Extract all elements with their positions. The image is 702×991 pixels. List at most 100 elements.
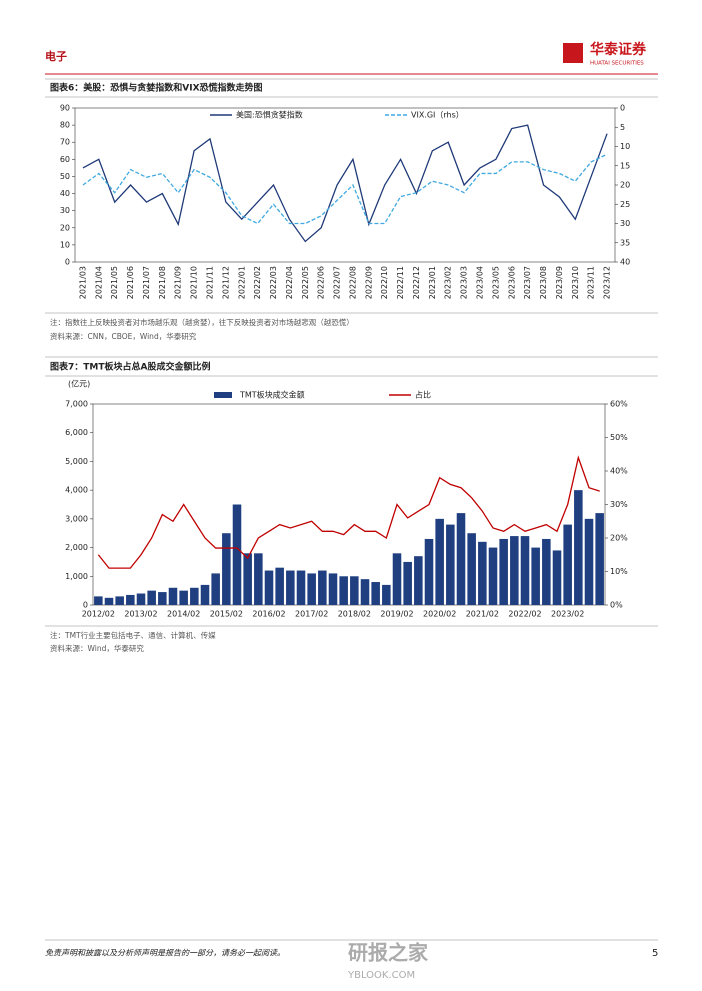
bar: [136, 593, 146, 605]
bar: [403, 561, 412, 605]
bar: [126, 594, 135, 605]
legend-swatch: [214, 392, 232, 398]
x-tick-label: 2022/02: [508, 610, 541, 619]
x-tick-label: 2019/02: [380, 610, 413, 619]
x-tick-label: 2012/02: [82, 610, 115, 619]
page-number: 5: [652, 948, 658, 959]
y-tick-label: 90: [60, 104, 70, 113]
bar: [520, 536, 530, 605]
y-tick-label: 80: [60, 121, 70, 130]
bar: [318, 570, 327, 605]
bar: [595, 513, 604, 605]
y-tick-label: 5,000: [65, 457, 88, 466]
legend-label: TMT板块成交金额: [239, 390, 305, 400]
y2-tick-label: 50%: [610, 433, 628, 442]
disclaimer: 免责声明和披露以及分析师声明是报告的一部分，请务必一起阅读。: [45, 949, 285, 958]
x-tick-label: 2022/03: [269, 266, 278, 299]
y-tick-label: 10: [60, 240, 70, 249]
x-tick-label: 2023/02: [444, 266, 453, 299]
y2-tick-label: 35: [620, 238, 630, 247]
y-tick-label: 2,000: [65, 543, 88, 552]
x-tick-label: 2015/02: [210, 610, 243, 619]
y-tick-label: 6,000: [65, 428, 88, 437]
bar: [435, 518, 444, 605]
bar: [360, 579, 370, 605]
x-tick-label: 2023/03: [460, 266, 469, 299]
x-tick-label: 2022/04: [285, 266, 294, 299]
watermark: YBLOOK.COM: [347, 970, 415, 981]
y2-tick-label: 40: [620, 258, 630, 267]
line-series: [82, 153, 608, 225]
bar: [200, 584, 210, 605]
y2-tick-label: 20%: [610, 534, 628, 543]
x-tick-label: 2023/09: [555, 266, 564, 299]
note: 资料来源：Wind，华泰研究: [50, 643, 144, 653]
bar: [104, 597, 114, 605]
x-tick-label: 2020/02: [423, 610, 456, 619]
bar: [574, 490, 583, 605]
bar: [350, 576, 359, 605]
x-tick-label: 2023/10: [571, 266, 580, 299]
bar: [467, 533, 476, 605]
bar: [542, 538, 551, 605]
y-tick-label: 0: [83, 601, 88, 610]
x-tick-label: 2021/05: [110, 266, 119, 299]
y2-tick-label: 5: [620, 123, 625, 132]
bar: [254, 553, 263, 605]
bar: [328, 573, 338, 605]
bar: [563, 524, 572, 605]
y2-tick-label: 20: [620, 181, 630, 190]
logo-en: HUATAI SECURITIES: [590, 61, 644, 67]
note: 注：TMT行业主要包括电子、通信、计算机、传媒: [50, 630, 216, 640]
x-tick-label: 2023/12: [603, 266, 612, 299]
x-tick-label: 2018/02: [338, 610, 371, 619]
x-tick-label: 2022/08: [348, 266, 357, 299]
y2-tick-label: 10: [620, 142, 630, 151]
x-tick-label: 2021/06: [126, 266, 135, 299]
bar: [115, 596, 124, 605]
y-tick-label: 7,000: [65, 400, 88, 409]
bar: [424, 538, 434, 605]
bar: [531, 547, 540, 605]
y2-tick-label: 60%: [610, 400, 628, 409]
y-unit: (亿元): [68, 379, 90, 389]
bar: [190, 587, 199, 605]
bar: [382, 584, 391, 605]
y-tick-label: 4,000: [65, 486, 88, 495]
bar: [232, 504, 242, 605]
x-tick-label: 2022/02: [253, 266, 262, 299]
y2-tick-label: 10%: [610, 567, 628, 576]
line-series: [82, 124, 608, 243]
watermark: 研报之家: [348, 941, 429, 965]
legend-label: 占比: [415, 390, 431, 400]
x-tick-label: 2021/12: [221, 266, 230, 299]
bar: [243, 553, 252, 605]
x-tick-label: 2023/01: [428, 266, 437, 299]
bar: [584, 518, 594, 605]
x-tick-label: 2021/04: [94, 266, 103, 299]
x-tick-label: 2022/01: [237, 266, 246, 299]
bar: [456, 513, 466, 605]
x-tick-label: 2022/07: [333, 266, 342, 299]
bar: [510, 536, 519, 605]
logo-cn: 华泰证券: [590, 41, 647, 58]
y-tick-label: 1,000: [65, 572, 88, 581]
bar: [446, 524, 455, 605]
y-tick-label: 3,000: [65, 514, 88, 523]
x-tick-label: 2021/08: [158, 266, 167, 299]
bar: [392, 553, 402, 605]
x-tick-label: 2021/11: [206, 266, 215, 299]
note: 资料来源：CNN，CBOE，Wind，华泰研究: [50, 331, 197, 341]
x-tick-label: 2023/07: [523, 266, 532, 299]
y2-tick-label: 30: [620, 219, 630, 228]
x-tick-label: 2022/10: [380, 266, 389, 299]
bar: [552, 550, 562, 605]
bar: [158, 592, 167, 605]
bar: [296, 570, 306, 605]
x-tick-label: 2023/04: [476, 266, 485, 299]
x-tick-label: 2021/09: [174, 266, 183, 299]
bar: [211, 573, 220, 605]
x-tick-label: 2021/03: [78, 266, 87, 299]
y2-tick-label: 40%: [610, 467, 628, 476]
